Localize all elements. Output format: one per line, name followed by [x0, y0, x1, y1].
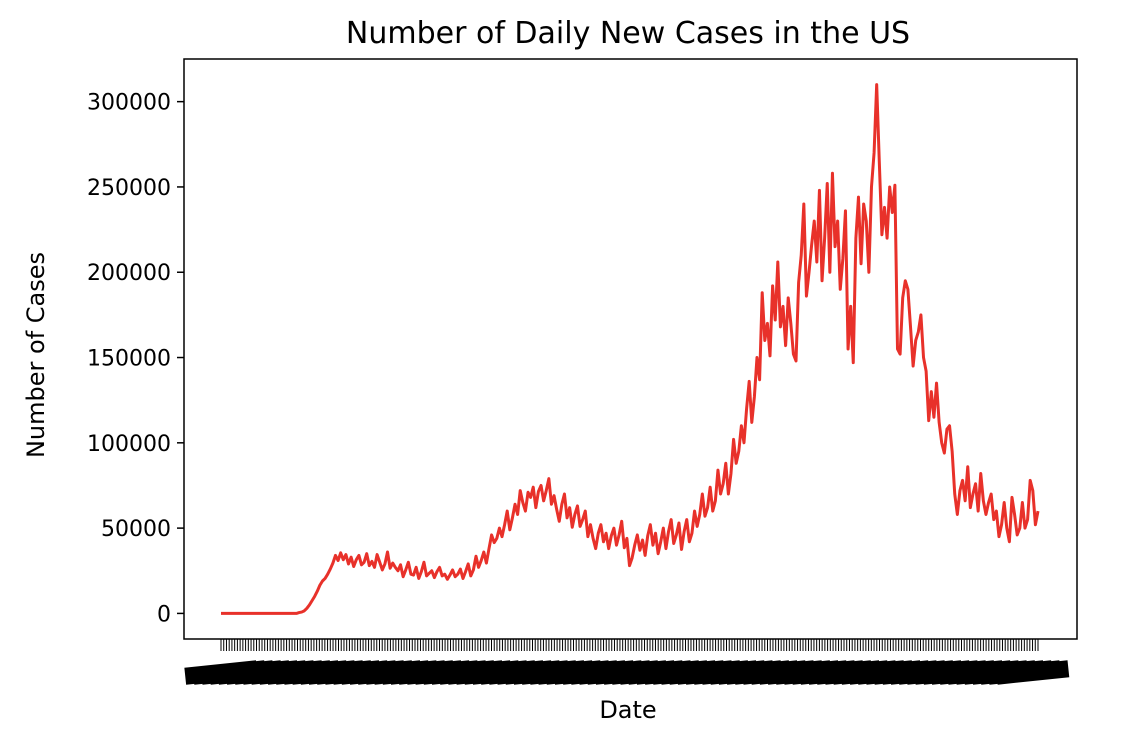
y-tick-label: 200000 [87, 261, 171, 286]
y-tick-label: 100000 [87, 432, 171, 457]
series-line [221, 83, 1040, 615]
y-tick-label: 300000 [87, 91, 171, 116]
plot-frame [183, 58, 1078, 640]
x-axis-label: Date [599, 696, 656, 724]
y-axis: 0 50000 100000 150000 200000 250000 300000 [87, 91, 184, 627]
y-tick-label: 0 [157, 602, 171, 627]
y-tick-label: 150000 [87, 347, 171, 372]
y-tick-label: 250000 [87, 176, 171, 201]
x-tick-label-mark [995, 660, 1070, 685]
y-tick-label: 50000 [101, 517, 171, 542]
x-axis [184, 639, 1070, 685]
y-axis-label: Number of Cases [22, 252, 50, 458]
chart-title: Number of Daily New Cases in the US [346, 16, 910, 51]
